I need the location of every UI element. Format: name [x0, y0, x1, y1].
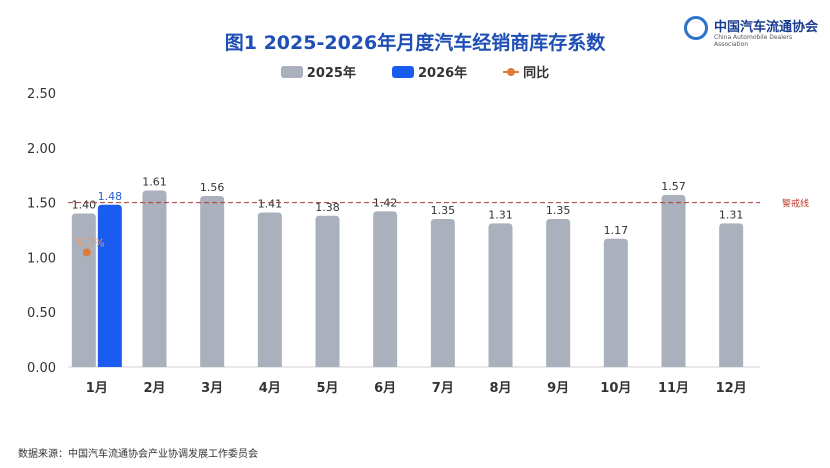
data-label-2025: 1.40	[72, 199, 97, 212]
logo-cn: 中国汽车流通协会	[714, 20, 819, 35]
legend-swatch	[391, 65, 414, 78]
data-label-2025: 1.35	[431, 204, 456, 217]
bar-2025	[603, 238, 628, 367]
x-tick-label: 6月	[374, 381, 396, 396]
y-tick-label: 2.00	[27, 142, 56, 157]
x-tick-label: 9月	[547, 381, 569, 396]
warning-line-label: 警戒线	[782, 198, 809, 210]
bar-2025	[719, 223, 744, 367]
x-tick-label: 11月	[658, 381, 689, 396]
yoy-point	[82, 248, 91, 257]
bar-2026	[97, 204, 122, 367]
logo-en: China Automobile Dealers Association	[714, 34, 793, 48]
bar-2025	[661, 194, 686, 367]
y-tick-label: 0.50	[27, 306, 56, 321]
yoy-label: 5.7%	[77, 236, 105, 249]
x-tick-label: 3月	[201, 381, 223, 396]
legend-swatch	[280, 65, 303, 78]
data-label-2025: 1.17	[604, 224, 629, 237]
source-note: 数据来源：中国汽车流通协会产业协调发展工作委员会	[18, 449, 258, 460]
data-label-2025: 1.41	[258, 197, 283, 210]
bar-2025	[373, 211, 398, 367]
y-tick-label: 0.00	[27, 361, 56, 376]
legend-item-yoy: 同比	[503, 62, 549, 81]
data-label-2025: 1.42	[373, 196, 398, 209]
legend-label: 2025年	[306, 66, 356, 81]
y-tick-label: 2.50	[27, 87, 56, 102]
x-tick-label: 8月	[489, 381, 511, 396]
bar-2025	[315, 215, 340, 367]
legend: 2025年 2026年 同比	[0, 62, 830, 81]
data-label-2025: 1.56	[200, 181, 225, 194]
x-tick-label: 4月	[259, 381, 281, 396]
data-label-2025: 1.38	[315, 201, 340, 214]
data-label-2026: 1.48	[98, 190, 123, 203]
legend-line-marker	[503, 67, 520, 76]
data-label-2025: 1.61	[142, 176, 167, 189]
bar-2025	[257, 212, 282, 367]
bar-2025	[546, 219, 571, 367]
data-label-2025: 1.35	[546, 204, 571, 217]
x-tick-label: 10月	[600, 381, 631, 396]
x-tick-label: 1月	[86, 381, 108, 396]
x-tick-label: 5月	[316, 381, 338, 396]
y-tick-label: 1.00	[27, 251, 56, 266]
data-label-2025: 1.31	[488, 208, 513, 221]
data-label-2025: 1.57	[661, 180, 686, 193]
bar-2025	[430, 219, 455, 367]
bar-2025	[200, 196, 225, 367]
x-tick-label: 12月	[716, 381, 747, 396]
legend-label: 同比	[523, 66, 550, 81]
legend-item-2025: 2025年	[280, 62, 356, 81]
x-tick-label: 2月	[143, 381, 165, 396]
logo-mark-icon	[684, 16, 708, 40]
chart-title: 图1 2025-2026年月度汽车经销商库存系数	[224, 32, 606, 54]
legend-item-2026: 2026年	[391, 62, 468, 81]
legend-label: 2026年	[417, 66, 468, 81]
x-tick-label: 7月	[432, 381, 454, 396]
logo: 中国汽车流通协会 China Automobile Dealers Associ…	[680, 14, 820, 48]
y-tick-label: 1.50	[27, 197, 56, 212]
bar-2025	[488, 223, 513, 367]
data-label-2025: 1.31	[719, 208, 744, 221]
bar-2025	[142, 190, 167, 367]
